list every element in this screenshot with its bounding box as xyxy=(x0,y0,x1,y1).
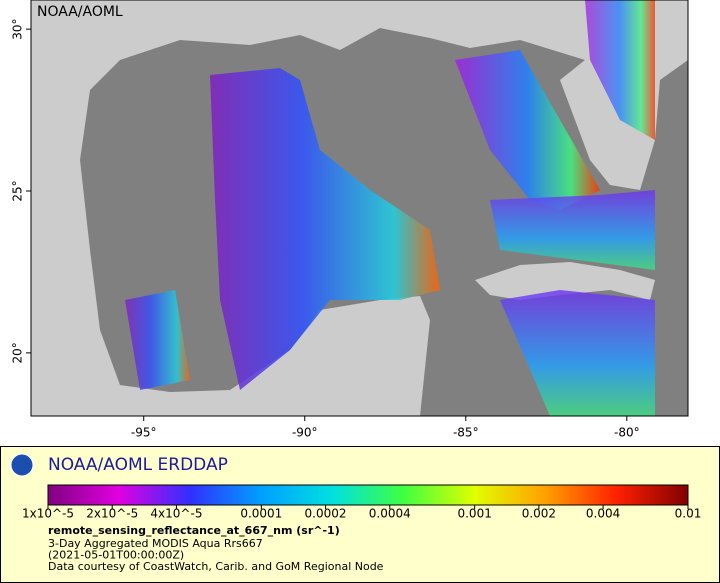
data-swath xyxy=(490,190,655,270)
land xyxy=(31,0,585,416)
x-tick-label: -85° xyxy=(453,426,479,440)
data-swath xyxy=(125,290,190,390)
data-swath xyxy=(585,0,655,140)
legend-line: (2021-05-01T00:00:00Z) xyxy=(48,549,184,562)
colorbar-tick-label: 0.0001 xyxy=(240,507,282,521)
colorbar xyxy=(47,484,689,506)
colorbar-tick-label: 1x10^-5 xyxy=(22,507,74,521)
land xyxy=(475,262,655,300)
legend-line: Data courtesy of CoastWatch, Carib. and … xyxy=(48,560,384,573)
y-tick-label: 20° xyxy=(11,342,25,363)
data-swath xyxy=(210,68,440,390)
colorbar-tick-label: 0.004 xyxy=(586,507,620,521)
colorbar-tick-label: 0.001 xyxy=(457,507,491,521)
logo xyxy=(10,453,34,477)
colorbar-tick-label: 0.002 xyxy=(522,507,556,521)
data-swath xyxy=(500,290,655,416)
legend: NOAA/AOML ERDDAP remote_sensing_reflecta… xyxy=(0,446,720,583)
y-tick-label: 30° xyxy=(11,18,25,39)
x-tick-label: -80° xyxy=(614,426,640,440)
data-swath xyxy=(455,50,600,210)
x-tick-label: -95° xyxy=(131,426,157,440)
colorbar-tick-label: 0.01 xyxy=(675,507,702,521)
map-frame xyxy=(30,0,689,417)
legend-title: NOAA/AOML ERDDAP xyxy=(48,455,228,475)
colorbar-tick-label: 0.0004 xyxy=(369,507,411,521)
colorbar-tick-label: 2x10^-5 xyxy=(86,507,138,521)
colorbar-tick-label: 0.0002 xyxy=(305,507,347,521)
map: NOAA/AOML xyxy=(30,0,689,417)
variable-name: remote_sensing_reflectance_at_667_nm (sr… xyxy=(48,524,340,537)
legend-panel xyxy=(0,446,720,583)
x-tick-label: -90° xyxy=(292,426,318,440)
legend-line: 3-Day Aggregated MODIS Aqua Rrs667 xyxy=(48,537,263,550)
colorbar-tick-label: 4x10^-5 xyxy=(150,507,202,521)
y-tick-label: 25° xyxy=(11,180,25,201)
map-label: NOAA/AOML xyxy=(37,4,123,20)
